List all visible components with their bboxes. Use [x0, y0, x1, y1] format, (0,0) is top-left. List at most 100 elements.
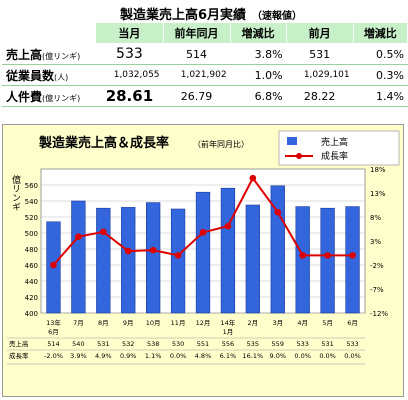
y-left-tick-label: 480 — [25, 246, 38, 254]
y-left-tick-label: 500 — [25, 230, 38, 238]
bar-value-label: 559 — [272, 340, 284, 348]
growth-value-label: 4.8% — [195, 352, 212, 360]
chart-panel: 製造業売上高＆成長率 （前年同月比） 400 420 440 460 480 500 520 54… — [2, 124, 404, 397]
cell: 3.8% — [229, 43, 287, 65]
row-sales: 売上高(億リンギ) 533 514 3.8% 531 0.5% — [1, 43, 408, 65]
row-label-text: 売上高 — [6, 47, 43, 62]
header-col-1: 当月 — [95, 22, 164, 44]
cell: 531 — [285, 43, 354, 65]
cell: 1,021,902 — [162, 64, 231, 86]
bar-value-label: 533 — [346, 340, 358, 348]
growth-point — [199, 229, 207, 236]
y-left-tick-label: 560 — [25, 182, 38, 190]
cell: 28.61 — [95, 85, 164, 107]
row-label: 売上高(億リンギ) — [1, 43, 97, 65]
cell: 1,029,101 — [285, 64, 354, 86]
growth-value-label: 1.1% — [145, 352, 162, 360]
bar — [146, 202, 161, 314]
y-right-tick-label: 8% — [370, 214, 381, 222]
summary-header-row: 当月 前年同月 増減比 前月 増減比 — [1, 22, 408, 44]
cell: 28.22 — [285, 85, 354, 107]
y-left-tick-label: 400 — [25, 310, 38, 318]
cell: 1.0% — [229, 64, 287, 86]
y-left-tick-label: 440 — [25, 278, 38, 286]
cell: 514 — [162, 43, 231, 65]
table-row-label: 成長率 — [9, 351, 29, 360]
y-left-tick-label: 420 — [25, 294, 38, 302]
cell: 533 — [95, 43, 164, 65]
row-label-text: 従業員数 — [6, 68, 55, 83]
x-tick-label: 10月 — [146, 319, 161, 327]
y-right-tick-label: 3% — [370, 238, 381, 246]
bar-value-label: 533 — [296, 340, 308, 348]
growth-value-label: -2.0% — [44, 352, 63, 360]
y-right-tick-label: 13% — [370, 190, 386, 198]
growth-point — [324, 252, 331, 259]
bar — [195, 191, 211, 314]
y-left-tick-label: 460 — [25, 262, 38, 270]
growth-point — [124, 247, 132, 255]
growth-point — [299, 252, 306, 259]
x-tick-label: 14年 1月 — [221, 318, 236, 336]
bar-value-label: 556 — [222, 340, 234, 348]
growth-point — [100, 228, 107, 236]
growth-point — [149, 246, 157, 254]
page-title-sub: （速報値） — [252, 11, 303, 22]
x-tick-label: 7月 — [73, 319, 84, 327]
growth-point — [249, 174, 257, 182]
bar — [245, 204, 261, 314]
bar-value-label: 535 — [247, 340, 259, 348]
bar — [220, 187, 236, 314]
bar — [320, 207, 335, 314]
growth-point — [224, 222, 232, 230]
growth-point — [174, 252, 182, 259]
y-right-tick-label: -7% — [370, 286, 384, 294]
page-title: 製造業売上高6月実績 （速報値） — [120, 4, 302, 23]
x-tick-label: 4月 — [297, 319, 308, 327]
growth-value-label: 0.0% — [344, 352, 361, 360]
bar-value-label: 530 — [172, 340, 184, 348]
cell: 1.4% — [352, 85, 408, 107]
x-tick-label: 12月 — [196, 319, 211, 327]
legend-bar-swatch — [287, 137, 297, 145]
legend-box — [278, 130, 400, 166]
legend-label: 成長率 — [321, 150, 348, 162]
bar — [71, 200, 86, 314]
table-row-label: 売上高 — [9, 339, 29, 348]
bar-value-label: 540 — [72, 340, 84, 348]
bar — [295, 206, 310, 314]
bar — [345, 206, 360, 314]
growth-value-label: 0.0% — [319, 352, 336, 360]
growth-value-label: 16.1% — [243, 352, 264, 360]
x-tick-label: 2月 — [248, 319, 259, 327]
header-blank — [1, 22, 97, 44]
x-tick-label: 3月 — [272, 319, 283, 327]
bar — [121, 207, 136, 314]
row-label-unit: (人) — [54, 72, 69, 82]
summary-table: 当月 前年同月 増減比 前月 増減比 売上高(億リンギ) 533 514 3.8… — [1, 22, 408, 107]
cell: 1,032,055 — [95, 64, 164, 86]
growth-value-label: 3.9% — [70, 352, 87, 360]
row-label-unit: (億リンギ) — [42, 93, 81, 103]
y-left-tick-label: 540 — [25, 198, 38, 206]
x-tick-label: 9月 — [123, 319, 134, 327]
bar — [170, 208, 186, 314]
growth-value-label: 0.0% — [170, 352, 187, 360]
bar-value-label: 514 — [47, 340, 59, 348]
x-tick-label: 8月 — [98, 319, 109, 327]
bar-value-label: 532 — [122, 340, 134, 348]
growth-value-label: 0.0% — [294, 352, 311, 360]
x-tick-label: 6月 — [347, 319, 358, 327]
row-labor-cost: 人件費(億リンギ) 28.61 26.79 6.8% 28.22 1.4% — [1, 85, 408, 107]
growth-value-label: 0.9% — [120, 352, 137, 360]
row-label-text: 人件費 — [6, 89, 43, 104]
cell: 6.8% — [229, 85, 287, 107]
growth-point — [274, 208, 282, 216]
bar-value-label: 531 — [97, 340, 109, 348]
growth-point — [75, 233, 82, 240]
growth-value-label: 6.1% — [220, 352, 237, 360]
chart-title: 製造業売上高＆成長率 — [38, 135, 169, 151]
growth-value-label: 9.0% — [270, 352, 287, 360]
y-right-tick-label: -2% — [370, 262, 384, 270]
legend-point-swatch — [296, 153, 302, 159]
